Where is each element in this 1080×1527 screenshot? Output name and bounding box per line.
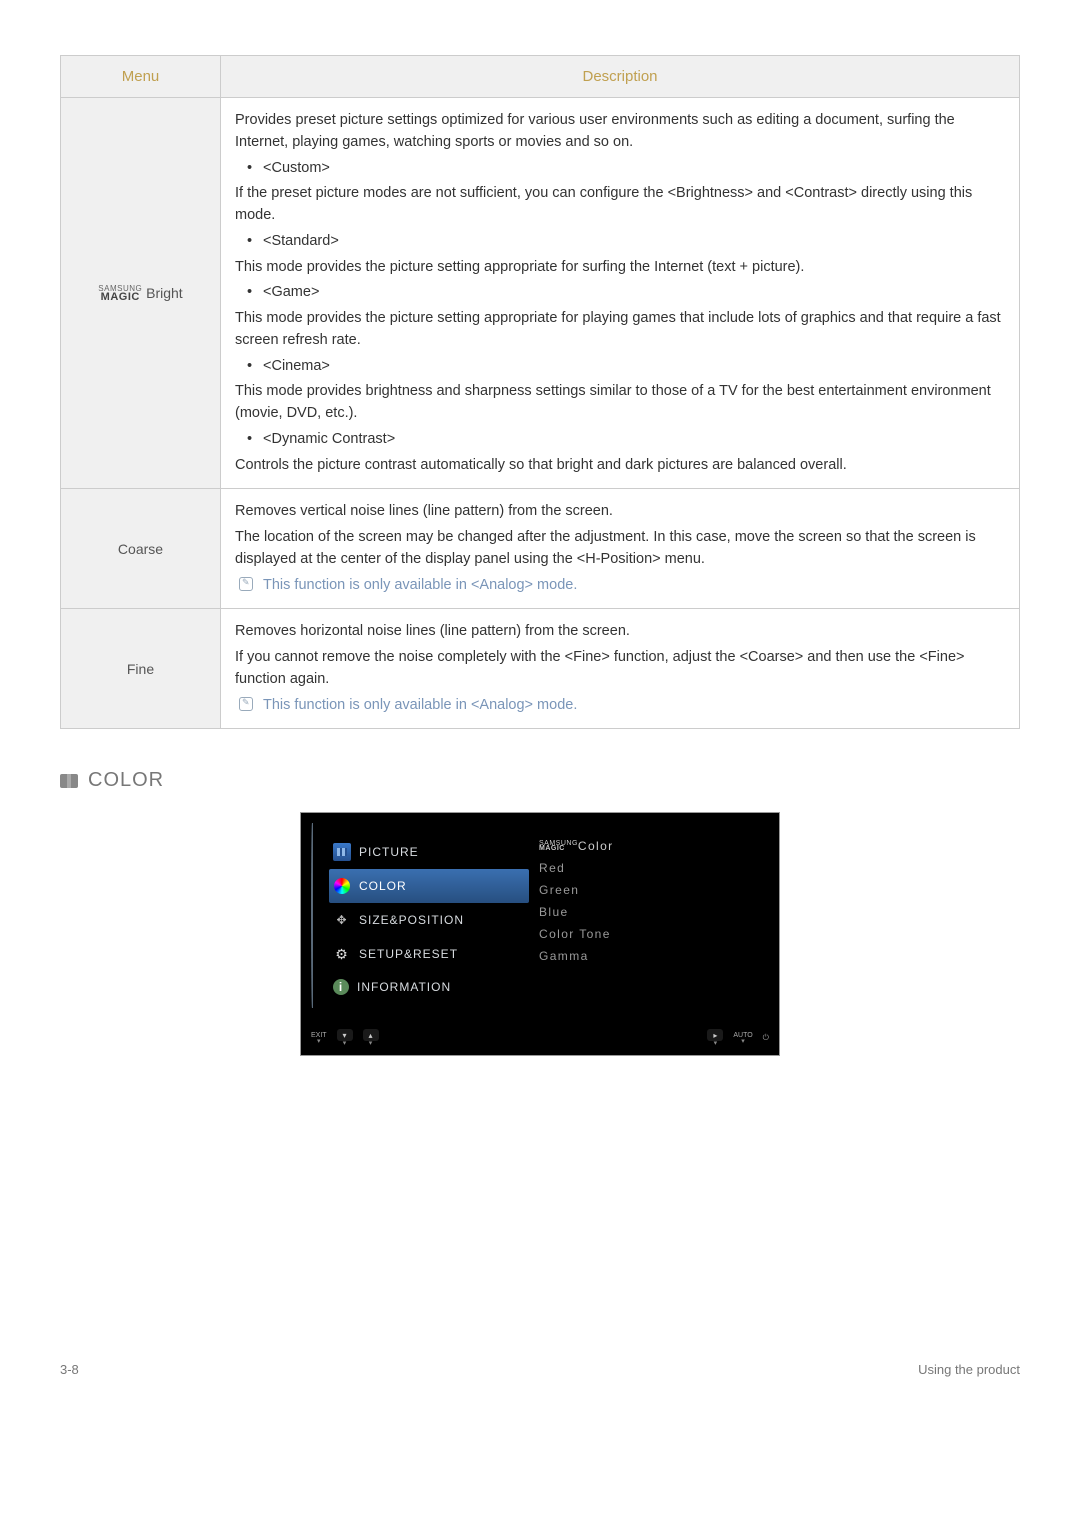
gear-icon [333,945,351,963]
osd-magic-color: SAMSUNG MAGIC Color [539,835,765,857]
bullet-standard: <Standard> [235,231,1005,253]
th-description: Description [221,56,1020,98]
osd-gamma: Gamma [539,945,765,967]
osd-item-setup: SETUP&RESET [329,937,529,971]
osd-colortone: Color Tone [539,923,765,945]
osd-btn-power: ⏻ [763,1033,769,1043]
size-icon [333,911,351,929]
row-coarse: Coarse Removes vertical noise lines (lin… [61,489,1020,609]
osd-btn-down: ▾▾ [337,1029,353,1047]
osd-btn-auto: AUTO▾ [733,1032,752,1045]
info-icon [333,979,349,995]
osd-item-color: COLOR [329,869,529,903]
coarse-note: This function is only available in <Anal… [235,575,1005,597]
text-custom: If the preset picture modes are not suff… [235,183,1005,227]
section-header-color: COLOR [60,769,1020,792]
row-fine: Fine Removes horizontal noise lines (lin… [61,609,1020,729]
footer-left: 3-8 [60,1362,79,1377]
osd-menu-screenshot: PICTURE COLOR SIZE&POSITION SETUP&RESET … [300,812,780,1056]
fine-p2: If you cannot remove the noise completel… [235,647,1005,691]
picture-icon [333,843,351,861]
th-menu: Menu [61,56,221,98]
coarse-p1: Removes vertical noise lines (line patte… [235,501,1005,523]
osd-red: Red [539,857,765,879]
fine-note: This function is only available in <Anal… [235,695,1005,717]
bullet-cinema: <Cinema> [235,356,1005,378]
desc-coarse: Removes vertical noise lines (line patte… [221,489,1020,609]
bullet-custom: <Custom> [235,158,1005,180]
bright-intro: Provides preset picture settings optimiz… [235,110,1005,154]
osd-item-info: INFORMATION [329,971,529,1003]
text-dynamic: Controls the picture contrast automatica… [235,455,1005,477]
osd-left-pane: PICTURE COLOR SIZE&POSITION SETUP&RESET … [329,831,529,1023]
section-title: COLOR [88,769,164,792]
label-coarse: Coarse [61,489,221,609]
page-footer: 3-8 Using the product [60,1356,1020,1377]
osd-btn-up: ▴▾ [363,1029,379,1047]
osd-curve-decor [311,823,313,1008]
osd-right-pane: SAMSUNG MAGIC Color Red Green Blue Color… [529,831,765,1023]
desc-fine: Removes horizontal noise lines (line pat… [221,609,1020,729]
section-bullet-icon [60,774,78,788]
osd-btn-exit: EXIT▾ [311,1032,327,1045]
text-game: This mode provides the picture setting a… [235,308,1005,352]
osd-item-picture: PICTURE [329,835,529,869]
osd-item-size: SIZE&POSITION [329,903,529,937]
osd-bottom-bar: EXIT▾ ▾▾ ▴▾ ▸▾ AUTO▾ ⏻ [301,1023,779,1055]
text-cinema: This mode provides brightness and sharpn… [235,381,1005,425]
label-fine: Fine [61,609,221,729]
note-icon [239,577,253,591]
settings-table: Menu Description SAMSUNG MAGIC Bright Pr… [60,55,1020,729]
bullet-dynamic: <Dynamic Contrast> [235,429,1005,451]
color-icon [333,877,351,895]
desc-magic-bright: Provides preset picture settings optimiz… [221,98,1020,489]
coarse-p2: The location of the screen may be change… [235,527,1005,571]
row-magic-bright: SAMSUNG MAGIC Bright Provides preset pic… [61,98,1020,489]
osd-btn-enter: ▸▾ [707,1029,723,1047]
note-icon [239,697,253,711]
osd-green: Green [539,879,765,901]
fine-p1: Removes horizontal noise lines (line pat… [235,621,1005,643]
label-magic-bright: SAMSUNG MAGIC Bright [61,98,221,489]
text-standard: This mode provides the picture setting a… [235,257,1005,279]
osd-blue: Blue [539,901,765,923]
bullet-game: <Game> [235,282,1005,304]
footer-right: Using the product [918,1362,1020,1377]
